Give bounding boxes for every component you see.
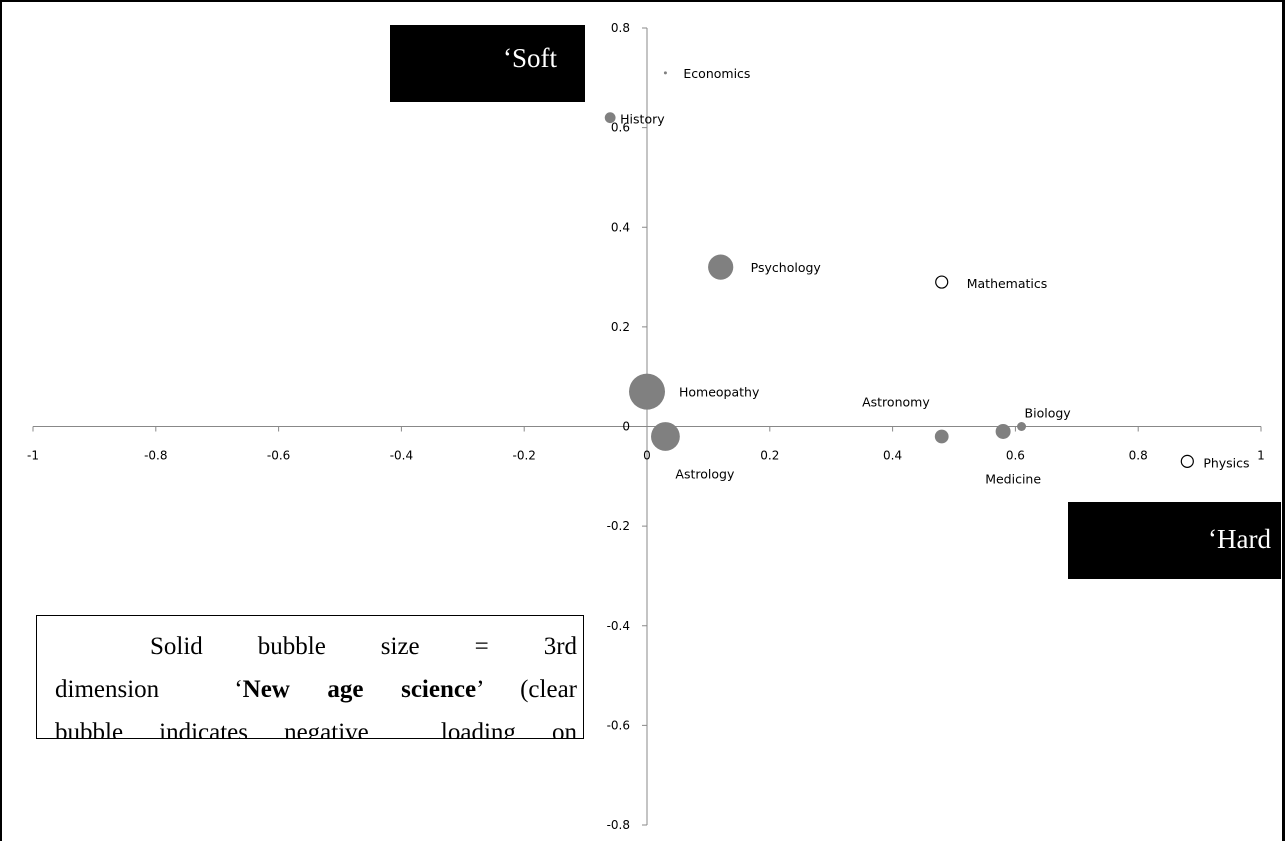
bubble-size-note: Solid bubble size = 3rd dimension ‘New a… <box>36 615 584 739</box>
note-bold-text: New age science <box>242 676 477 703</box>
bubble-label: Medicine <box>985 471 1041 486</box>
bubble-label: History <box>620 112 665 127</box>
x-tick-label: 1 <box>1257 449 1265 463</box>
bubble-solid <box>651 422 680 451</box>
bubble-clear <box>1180 454 1194 468</box>
x-tick-label: 0 <box>643 449 651 463</box>
y-tick-label: 0.6 <box>611 121 630 135</box>
bubble-label: Economics <box>683 66 750 81</box>
soft-label: ‘Soft <box>390 25 585 102</box>
bubble-solid <box>604 112 616 124</box>
note-text: dimension ‘ <box>55 676 243 703</box>
note-word: Solid <box>150 633 203 660</box>
bubble-label: Homeopathy <box>679 385 760 400</box>
bubble-clear <box>935 275 949 289</box>
x-tick-label: 0.6 <box>1006 449 1025 463</box>
y-tick-label: 0.2 <box>611 320 630 334</box>
bubble-solid <box>629 373 665 410</box>
y-tick-label: 0 <box>622 420 630 434</box>
bubble-solid <box>934 429 949 444</box>
x-tick-label: 0.4 <box>883 449 902 463</box>
bubble-label: Mathematics <box>967 276 1048 291</box>
hard-label-text: ‘Hard <box>1208 524 1271 554</box>
y-tick-label: -0.2 <box>607 519 630 533</box>
y-tick-label: -0.4 <box>607 619 630 633</box>
y-tick-label: -0.6 <box>607 718 630 732</box>
bubble-label: Psychology <box>751 260 822 275</box>
note-word: 3rd <box>543 633 578 660</box>
x-tick-label: 0.2 <box>760 449 779 463</box>
bubble-label: Astronomy <box>862 394 930 409</box>
hard-label: ‘Hard <box>1068 502 1281 579</box>
bubble-solid <box>995 423 1011 439</box>
note-text: ’ (clear <box>476 676 577 703</box>
x-tick-label: -0.6 <box>267 449 290 463</box>
bubble-solid <box>1017 422 1027 431</box>
note-word: size <box>380 633 420 660</box>
bubble-label: Biology <box>1025 406 1072 421</box>
x-tick-label: -1 <box>27 449 39 463</box>
note-line-2: dimension ‘New age science’ (clear <box>55 668 577 711</box>
soft-label-text: ‘Soft <box>503 43 557 73</box>
bubble-solid <box>663 71 667 75</box>
x-tick-label: -0.4 <box>390 449 413 463</box>
x-tick-label: -0.8 <box>144 449 167 463</box>
note-line-3: bubble indicates negative loading on <box>55 719 577 739</box>
bubble-solid <box>708 254 734 280</box>
y-tick-label: 0.8 <box>611 21 630 35</box>
note-line-1: Solid bubble size = 3rd <box>55 625 577 668</box>
bubble-label: Physics <box>1203 455 1249 470</box>
x-tick-label: -0.2 <box>512 449 535 463</box>
bubble-label: Astrology <box>675 466 735 481</box>
y-tick-label: -0.8 <box>607 818 630 832</box>
y-tick-label: 0.4 <box>611 220 630 234</box>
note-word: bubble <box>257 633 326 660</box>
note-word: = <box>474 633 489 660</box>
x-tick-label: 0.8 <box>1129 449 1148 463</box>
